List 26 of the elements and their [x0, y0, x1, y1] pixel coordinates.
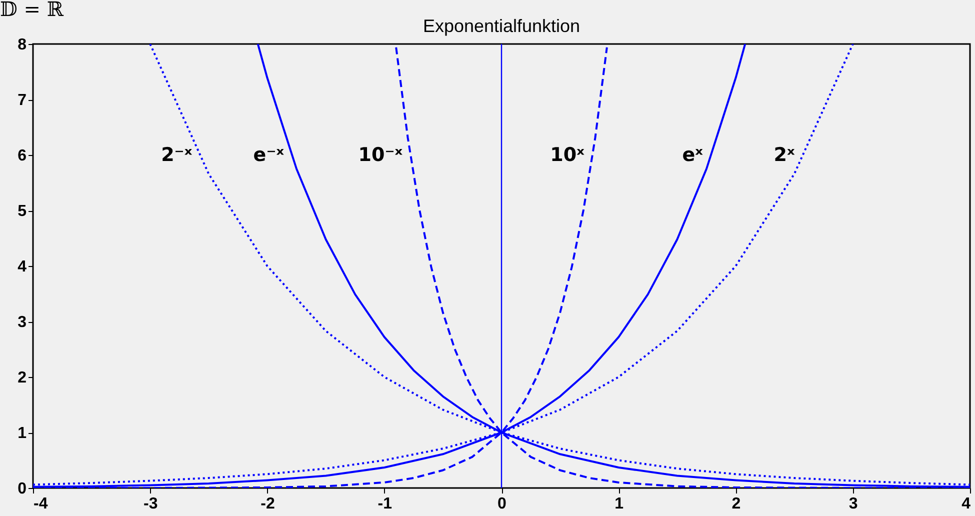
x-tick-label: -2	[260, 496, 275, 512]
series-label: 2ˣ	[774, 144, 795, 166]
x-tick-label: 2	[732, 496, 741, 512]
y-tick-label: 4	[18, 258, 27, 276]
series-label: 10ˣ	[550, 144, 585, 166]
y-tick-label: 3	[18, 314, 27, 331]
x-tick-label: 3	[848, 496, 858, 512]
chart-title: Exponentialfunktion	[422, 16, 580, 36]
y-tick-label: 8	[18, 36, 27, 54]
y-tick-label: 0	[18, 480, 27, 498]
y-tick-label: 1	[18, 425, 27, 442]
y-tick-label: 2	[18, 370, 27, 386]
text: 𝔻 = ℝ	[0, 0, 64, 21]
y-tick-label: 5	[18, 203, 27, 220]
x-tick-label: -4	[34, 496, 48, 512]
y-tick-label: 7	[18, 92, 27, 109]
x-tick-label: -3	[144, 496, 158, 512]
series-label: e⁻ˣ	[253, 144, 284, 166]
series-label: 10⁻ˣ	[358, 144, 403, 166]
x-tick-label: -1	[378, 496, 392, 512]
x-tick-label: 4	[962, 496, 971, 512]
y-tick-label: 6	[18, 148, 27, 164]
series-label: 2⁻ˣ	[161, 144, 192, 166]
x-tick-label: 0	[498, 496, 507, 512]
x-tick-label: 1	[614, 496, 624, 512]
series-label: eˣ	[682, 144, 704, 166]
